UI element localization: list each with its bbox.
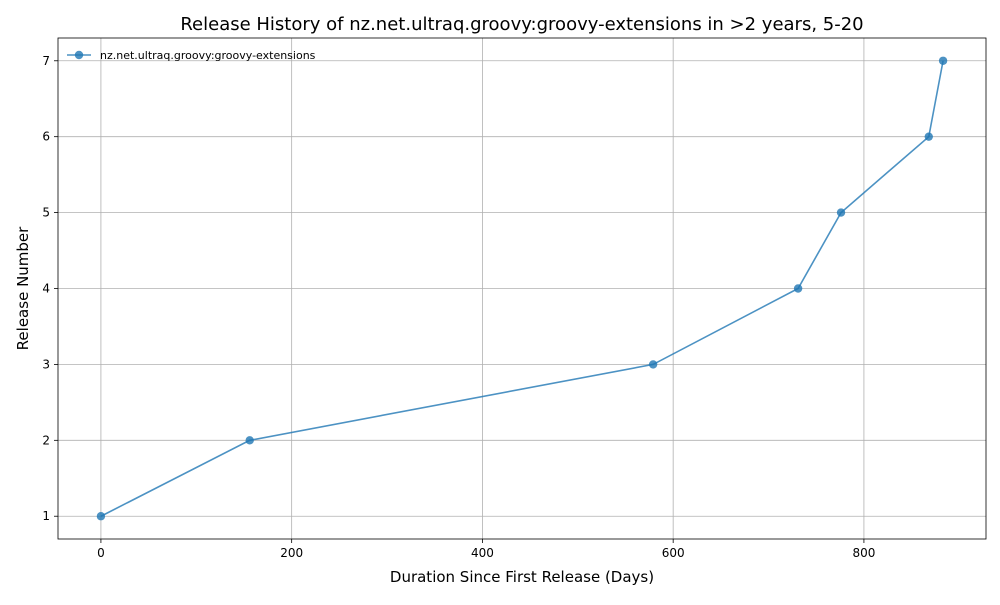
legend-label: nz.net.ultraq.groovy:groovy-extensions (100, 49, 316, 62)
x-axis-title: Duration Since First Release (Days) (390, 568, 654, 586)
x-axis-ticks: 0 200 400 600 800 (97, 539, 875, 560)
data-point (96, 512, 106, 521)
legend: nz.net.ultraq.groovy:groovy-extensions (67, 49, 316, 62)
data-point (938, 56, 948, 65)
y-tick-label: 4 (42, 282, 50, 296)
x-tick-label: 400 (471, 546, 494, 560)
grid (58, 38, 986, 539)
data-point (245, 436, 254, 445)
y-axis-ticks: 1 2 3 4 5 6 7 (42, 54, 58, 523)
y-tick-label: 5 (42, 206, 50, 220)
x-tick-label: 0 (97, 546, 105, 560)
x-tick-label: 200 (280, 546, 303, 560)
data-point (648, 360, 658, 369)
data-point (924, 132, 933, 141)
data-point (836, 208, 846, 217)
series-layer (96, 56, 948, 521)
data-point (793, 284, 803, 293)
x-tick-label: 800 (852, 546, 875, 560)
y-tick-label: 2 (42, 433, 50, 447)
y-tick-label: 3 (42, 357, 50, 371)
x-tick-label: 600 (662, 546, 685, 560)
y-tick-label: 6 (42, 130, 50, 144)
y-tick-label: 7 (42, 54, 50, 68)
chart-title: Release History of nz.net.ultraq.groovy:… (180, 14, 863, 35)
y-tick-label: 1 (42, 509, 50, 523)
legend-marker-swatch (74, 50, 84, 60)
y-axis-title: Release Number (14, 226, 32, 350)
